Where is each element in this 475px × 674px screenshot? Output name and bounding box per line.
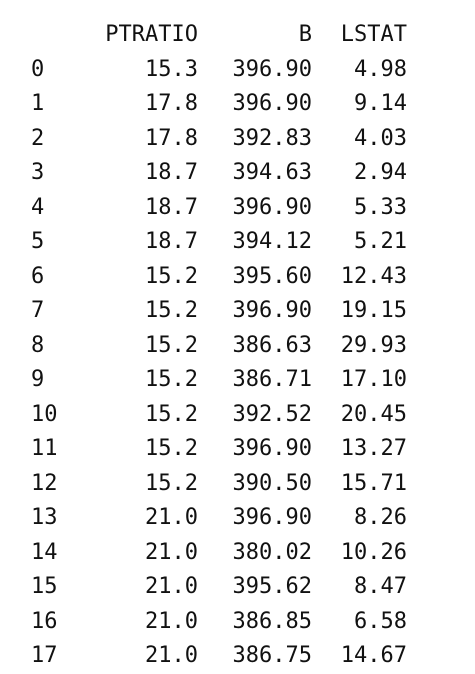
cell-lstat: 17.10 <box>340 367 407 392</box>
column-header-ptratio: PTRATIO <box>105 22 198 47</box>
header-row: PTRATIO B LSTAT <box>0 18 475 53</box>
cell-b: 395.60 <box>232 263 312 289</box>
cell-lstat: 15.71 <box>340 470 407 496</box>
row-index: 11 <box>31 436 58 461</box>
column-header-lstat: LSTAT <box>340 22 407 47</box>
cell-ptratio: 17.8 <box>145 125 198 151</box>
row-index: 8 <box>31 332 45 358</box>
cell-ptratio: 15.2 <box>145 470 198 496</box>
column-header-b: B <box>298 22 312 47</box>
cell-lstat: 14.67 <box>340 643 407 668</box>
cell-b: 396.90 <box>232 298 312 323</box>
table-row: 11 15.2 396.90 13.27 <box>0 432 475 467</box>
cell-ptratio: 15.2 <box>145 332 198 358</box>
table-row: 10 15.2 392.52 20.45 <box>0 398 475 433</box>
cell-b: 386.75 <box>232 643 312 668</box>
cell-ptratio: 21.0 <box>145 643 198 668</box>
table-row: 8 15.2 386.63 29.93 <box>0 329 475 364</box>
table-row: 17 21.0 386.75 14.67 <box>0 639 475 674</box>
cell-ptratio: 15.3 <box>145 56 198 82</box>
cell-ptratio: 21.0 <box>145 608 198 634</box>
cell-lstat: 19.15 <box>340 298 407 323</box>
cell-b: 396.90 <box>232 436 312 461</box>
table-row: 14 21.0 380.02 10.26 <box>0 536 475 571</box>
cell-b: 396.90 <box>232 91 312 116</box>
cell-lstat: 6.58 <box>354 608 407 634</box>
cell-b: 396.90 <box>232 56 312 82</box>
table-row: 1 17.8 396.90 9.14 <box>0 87 475 122</box>
row-index: 9 <box>31 367 45 392</box>
row-index: 14 <box>31 539 58 565</box>
cell-ptratio: 17.8 <box>145 91 198 116</box>
row-index: 6 <box>31 263 45 289</box>
cell-lstat: 8.47 <box>354 574 407 599</box>
row-index: 4 <box>31 194 45 220</box>
row-index: 10 <box>31 401 58 427</box>
table-row: 7 15.2 396.90 19.15 <box>0 294 475 329</box>
row-index: 2 <box>31 125 45 151</box>
cell-b: 395.62 <box>232 574 312 599</box>
table-row: 2 17.8 392.83 4.03 <box>0 122 475 157</box>
cell-lstat: 29.93 <box>340 332 407 358</box>
cell-b: 392.83 <box>232 125 312 151</box>
cell-b: 394.63 <box>232 160 312 185</box>
table-row: 4 18.7 396.90 5.33 <box>0 191 475 226</box>
cell-b: 390.50 <box>232 470 312 496</box>
cell-lstat: 12.43 <box>340 263 407 289</box>
cell-lstat: 20.45 <box>340 401 407 427</box>
cell-ptratio: 15.2 <box>145 298 198 323</box>
cell-b: 396.90 <box>232 505 312 530</box>
table-row: 6 15.2 395.60 12.43 <box>0 260 475 295</box>
cell-ptratio: 15.2 <box>145 263 198 289</box>
cell-ptratio: 15.2 <box>145 367 198 392</box>
row-index: 17 <box>31 643 58 668</box>
cell-b: 386.85 <box>232 608 312 634</box>
table-row: 13 21.0 396.90 8.26 <box>0 501 475 536</box>
row-index: 5 <box>31 229 45 254</box>
cell-b: 386.71 <box>232 367 312 392</box>
cell-ptratio: 21.0 <box>145 539 198 565</box>
table-row: 12 15.2 390.50 15.71 <box>0 467 475 502</box>
row-index: 16 <box>31 608 58 634</box>
cell-lstat: 4.03 <box>354 125 407 151</box>
cell-b: 392.52 <box>232 401 312 427</box>
row-index: 7 <box>31 298 45 323</box>
row-index: 1 <box>31 91 45 116</box>
cell-lstat: 10.26 <box>340 539 407 565</box>
cell-ptratio: 21.0 <box>145 574 198 599</box>
cell-lstat: 8.26 <box>354 505 407 530</box>
table-body: 0 15.3 396.90 4.98 1 17.8 396.90 9.14 2 17.8 392.8… <box>0 53 475 674</box>
row-index: 13 <box>31 505 58 530</box>
cell-ptratio: 18.7 <box>145 229 198 254</box>
cell-b: 380.02 <box>232 539 312 565</box>
row-index: 0 <box>31 56 45 82</box>
row-index: 15 <box>31 574 58 599</box>
table-row: 3 18.7 394.63 2.94 <box>0 156 475 191</box>
cell-ptratio: 18.7 <box>145 194 198 220</box>
table-row: 16 21.0 386.85 6.58 <box>0 605 475 640</box>
cell-lstat: 9.14 <box>354 91 407 116</box>
cell-lstat: 4.98 <box>354 56 407 82</box>
cell-ptratio: 15.2 <box>145 436 198 461</box>
cell-b: 386.63 <box>232 332 312 358</box>
cell-b: 396.90 <box>232 194 312 220</box>
cell-lstat: 2.94 <box>354 160 407 185</box>
cell-b: 394.12 <box>232 229 312 254</box>
table-row: 0 15.3 396.90 4.98 <box>0 53 475 88</box>
row-index: 12 <box>31 470 58 496</box>
cell-lstat: 5.33 <box>354 194 407 220</box>
cell-lstat: 5.21 <box>354 229 407 254</box>
table-row: 9 15.2 386.71 17.10 <box>0 363 475 398</box>
dataframe-output: PTRATIO B LSTAT 0 15.3 396.90 4.98 1 17.8 396.… <box>0 18 475 674</box>
cell-lstat: 13.27 <box>340 436 407 461</box>
cell-ptratio: 15.2 <box>145 401 198 427</box>
table-row: 5 18.7 394.12 5.21 <box>0 225 475 260</box>
row-index: 3 <box>31 160 45 185</box>
table-row: 15 21.0 395.62 8.47 <box>0 570 475 605</box>
cell-ptratio: 21.0 <box>145 505 198 530</box>
cell-ptratio: 18.7 <box>145 160 198 185</box>
